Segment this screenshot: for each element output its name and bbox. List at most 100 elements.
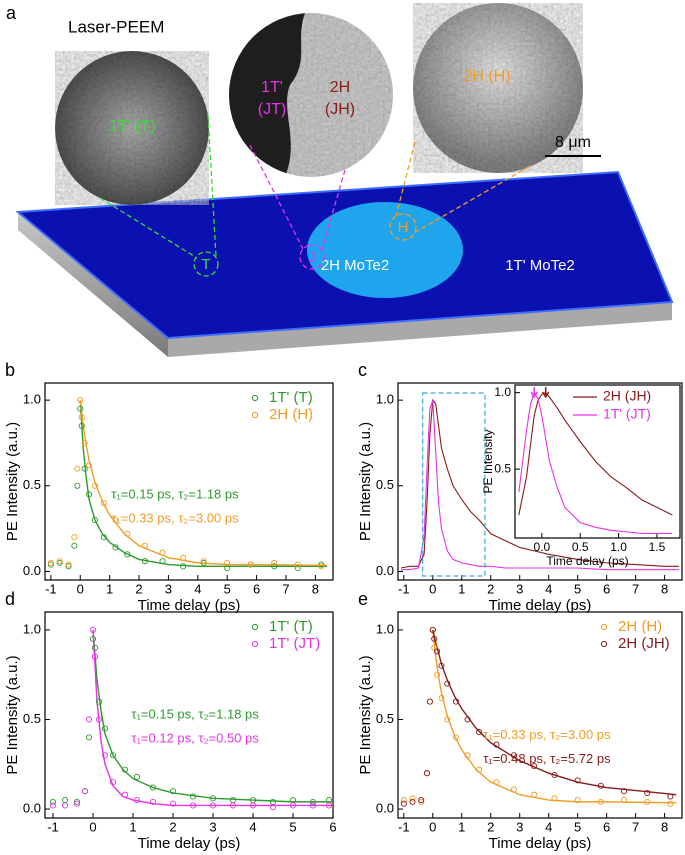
x-tick-label: 0 xyxy=(429,819,436,834)
data-point xyxy=(493,779,500,786)
data-point xyxy=(531,791,538,798)
legend-label: 2H (H) xyxy=(269,406,313,423)
slab-side xyxy=(18,212,168,357)
data-point xyxy=(89,626,97,633)
axis-frame xyxy=(44,382,334,581)
data-point xyxy=(476,728,483,736)
data-point xyxy=(667,800,674,807)
image-label: (JT) xyxy=(258,101,286,118)
x-tick-label: 4 xyxy=(545,581,552,596)
region-label: 1T' MoTe2 xyxy=(505,257,575,274)
data-point xyxy=(289,802,297,809)
data-point xyxy=(318,563,325,570)
x-tick-label: 6 xyxy=(253,581,260,596)
data-point xyxy=(200,559,207,566)
slab-front xyxy=(168,302,672,357)
legend-label: 2H (JH) xyxy=(603,388,651,404)
y-tick-label: 1.0 xyxy=(376,392,394,407)
x-axis-label: Time delay (ps) xyxy=(138,835,241,852)
data-point xyxy=(444,680,451,687)
x-tick-label: 6 xyxy=(329,819,336,834)
data-point xyxy=(431,635,438,642)
data-point xyxy=(133,797,141,804)
y-tick-label: 0.5 xyxy=(23,477,41,492)
data-point xyxy=(464,716,471,723)
data-point xyxy=(91,653,99,660)
data-point xyxy=(574,797,581,804)
data-point xyxy=(78,414,85,421)
axis-frame xyxy=(514,384,681,539)
annotation: τ₁=0.33 ps, τ₂=3.00 ps xyxy=(111,511,239,526)
data-point xyxy=(169,788,177,795)
y-axis-label: PE Intensity (a.u.) xyxy=(357,655,374,774)
data-point xyxy=(73,800,81,807)
data-point xyxy=(81,465,88,472)
image-label: 1T' xyxy=(261,79,283,96)
x-tick-label: 2 xyxy=(487,819,494,834)
y-tick-label: 0.0 xyxy=(376,800,394,815)
image-label: 1T' (T) xyxy=(109,118,156,135)
data-point xyxy=(85,716,93,723)
data-point xyxy=(141,558,148,565)
x-tick-label: 4 xyxy=(545,819,552,834)
data-point xyxy=(133,773,141,780)
x-tick-label: 1 xyxy=(458,819,465,834)
data-point xyxy=(269,804,277,811)
x-tick-label: 1.5 xyxy=(649,540,666,554)
region-label: 2H MoTe2 xyxy=(321,257,389,274)
inset-line xyxy=(518,391,673,516)
x-tick-label: 5 xyxy=(574,581,581,596)
y-tick-label: 0.5 xyxy=(23,711,41,726)
panel-label: c xyxy=(358,360,367,380)
x-tick-label: 0 xyxy=(77,581,84,596)
x-tick-label: 6 xyxy=(603,819,610,834)
data-point xyxy=(229,797,237,804)
data-point xyxy=(620,788,628,795)
2h-region xyxy=(307,202,463,298)
data-point xyxy=(124,551,131,558)
image-label: 2H xyxy=(330,79,350,96)
data-point xyxy=(86,462,93,469)
data-point xyxy=(400,797,407,804)
y-axis-label: PE Intensity (a.u.) xyxy=(4,422,21,541)
data-point xyxy=(189,793,197,800)
inset-bg xyxy=(515,385,680,538)
axis-frame xyxy=(397,382,683,581)
data-point xyxy=(49,802,57,809)
data-point xyxy=(95,716,103,723)
x-tick-label: -1 xyxy=(47,819,59,834)
legend-label: 1T' (T) xyxy=(269,618,313,635)
data-point xyxy=(78,422,85,429)
data-point xyxy=(56,558,63,565)
data-point xyxy=(89,635,97,642)
y-tick-label: 1.0 xyxy=(23,621,41,636)
peak-arrow xyxy=(542,387,550,399)
data-point xyxy=(71,534,78,541)
data-point xyxy=(91,482,99,489)
data-point xyxy=(47,561,54,568)
y-tick-label: 1.0 xyxy=(23,392,41,407)
x-tick-label: 5 xyxy=(574,819,581,834)
fit-line xyxy=(79,400,328,567)
x-tick-label: 7 xyxy=(632,819,639,834)
data-point xyxy=(100,499,107,506)
y-tick-label: 0.5 xyxy=(376,711,394,726)
x-tick-label: 0 xyxy=(89,819,96,834)
data-point xyxy=(81,439,88,447)
x-tick-label: 3 xyxy=(165,581,172,596)
data-point xyxy=(423,770,431,777)
image-label: 2H (H) xyxy=(463,68,510,85)
data-point xyxy=(510,786,517,793)
annotation: τ₁=0.15 ps, τ₂=1.18 ps xyxy=(131,706,259,721)
spot-label: T xyxy=(201,256,210,273)
data-point xyxy=(452,734,460,741)
x-tick-label: -1 xyxy=(398,581,410,596)
data-point xyxy=(224,559,231,566)
data-point xyxy=(180,563,187,570)
x-tick-label: 0.0 xyxy=(534,540,551,554)
scale-label: 8 μm xyxy=(555,134,591,151)
data-point xyxy=(574,777,581,784)
x-tick-label: 0 xyxy=(429,581,436,596)
data-point xyxy=(247,561,254,568)
y-axis-label: PE Intensity (a.u.) xyxy=(357,422,374,541)
